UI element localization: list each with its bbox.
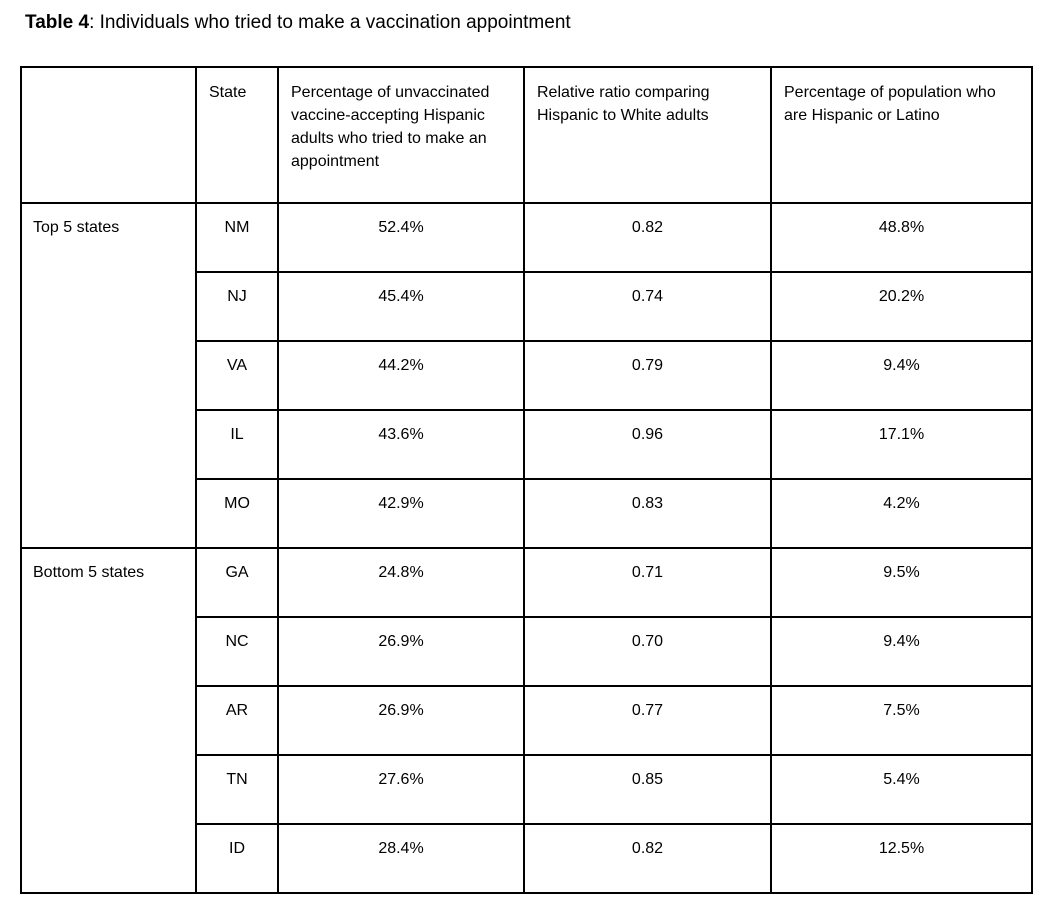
ratio-cell: 0.82: [523, 823, 772, 894]
ratio-cell: 0.85: [523, 754, 772, 825]
ratio-cell: 0.83: [523, 478, 772, 549]
table-row: ID 28.4% 0.82 12.5%: [21, 823, 1033, 894]
state-cell: VA: [195, 340, 279, 411]
state-cell: NJ: [195, 271, 279, 342]
pct-tried-cell: 43.6%: [277, 409, 525, 480]
table-row: NJ 45.4% 0.74 20.2%: [21, 271, 1033, 342]
pct-tried-cell: 52.4%: [277, 202, 525, 273]
table-caption-number: Table 4: [25, 12, 90, 33]
ratio-cell: 0.71: [523, 547, 772, 618]
table-row: IL 43.6% 0.96 17.1%: [21, 409, 1033, 480]
pct-tried-cell: 27.6%: [277, 754, 525, 825]
table-caption: Table 4: Individuals who tried to make a…: [25, 12, 571, 34]
header-state: State: [195, 66, 279, 204]
table-row: MO 42.9% 0.83 4.2%: [21, 478, 1033, 549]
ratio-cell: 0.70: [523, 616, 772, 687]
pct-pop-cell: 9.4%: [770, 340, 1033, 411]
ratio-cell: 0.74: [523, 271, 772, 342]
table-row: VA 44.2% 0.79 9.4%: [21, 340, 1033, 411]
group-label-top5: Top 5 states: [20, 202, 197, 549]
pct-pop-cell: 12.5%: [770, 823, 1033, 894]
header-ratio: Relative ratio comparing Hispanic to Whi…: [523, 66, 772, 204]
state-cell: NM: [195, 202, 279, 273]
pct-pop-cell: 7.5%: [770, 685, 1033, 756]
table-caption-text: : Individuals who tried to make a vaccin…: [89, 12, 571, 33]
state-cell: AR: [195, 685, 279, 756]
state-cell: MO: [195, 478, 279, 549]
ratio-cell: 0.82: [523, 202, 772, 273]
header-pct-pop: Percentage of population who are Hispani…: [770, 66, 1033, 204]
pct-pop-cell: 48.8%: [770, 202, 1033, 273]
table-row: TN 27.6% 0.85 5.4%: [21, 754, 1033, 825]
pct-tried-cell: 26.9%: [277, 685, 525, 756]
pct-tried-cell: 28.4%: [277, 823, 525, 894]
ratio-cell: 0.77: [523, 685, 772, 756]
pct-pop-cell: 9.4%: [770, 616, 1033, 687]
pct-pop-cell: 4.2%: [770, 478, 1033, 549]
table-row: AR 26.9% 0.77 7.5%: [21, 685, 1033, 756]
group-label-bottom5: Bottom 5 states: [20, 547, 197, 894]
ratio-cell: 0.79: [523, 340, 772, 411]
header-group-cell: [20, 66, 197, 204]
pct-pop-cell: 5.4%: [770, 754, 1033, 825]
state-cell: TN: [195, 754, 279, 825]
table-row: Top 5 states NM 52.4% 0.82 48.8%: [20, 202, 1033, 549]
header-row: State Percentage of unvaccinated vaccine…: [20, 66, 1033, 204]
table-row: Bottom 5 states GA 24.8% 0.71 9.5%: [20, 547, 1033, 894]
pct-tried-cell: 42.9%: [277, 478, 525, 549]
table-row: NC 26.9% 0.70 9.4%: [21, 616, 1033, 687]
state-cell: GA: [195, 547, 279, 618]
pct-tried-cell: 24.8%: [277, 547, 525, 618]
vaccination-appointment-table: State Percentage of unvaccinated vaccine…: [20, 66, 1033, 894]
pct-tried-cell: 44.2%: [277, 340, 525, 411]
pct-tried-cell: 45.4%: [277, 271, 525, 342]
state-cell: IL: [195, 409, 279, 480]
state-cell: NC: [195, 616, 279, 687]
pct-tried-cell: 26.9%: [277, 616, 525, 687]
header-pct-tried: Percentage of unvaccinated vaccine-accep…: [277, 66, 525, 204]
pct-pop-cell: 17.1%: [770, 409, 1033, 480]
state-cell: ID: [195, 823, 279, 894]
pct-pop-cell: 20.2%: [770, 271, 1033, 342]
ratio-cell: 0.96: [523, 409, 772, 480]
pct-pop-cell: 9.5%: [770, 547, 1033, 618]
